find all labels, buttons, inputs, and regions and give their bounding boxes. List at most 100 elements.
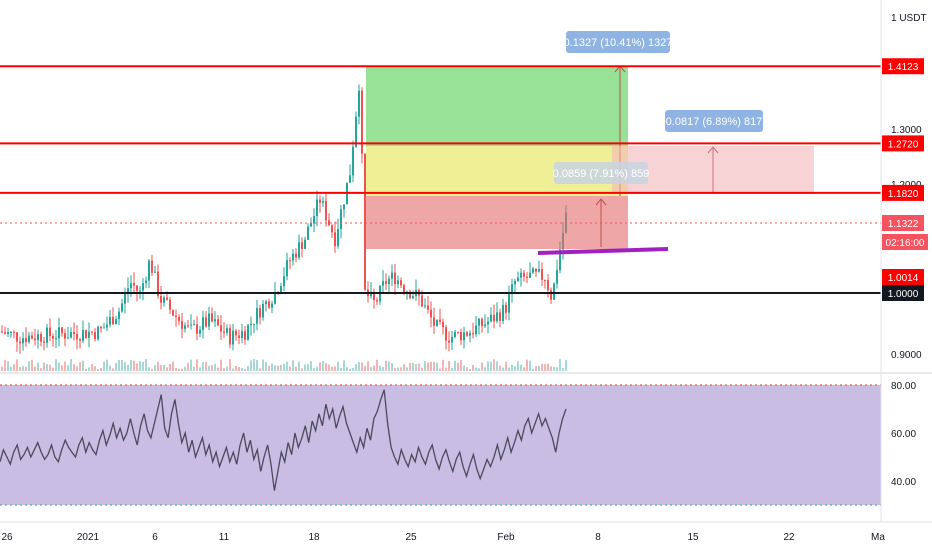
candle-body-155: [466, 332, 468, 336]
volume-bar-103: [310, 361, 312, 371]
candle-body-181: [544, 279, 546, 281]
candle-body-102: [307, 226, 309, 240]
volume-bar-140: [421, 367, 423, 371]
volume-bar-119: [358, 362, 360, 371]
volume-bars: [1, 359, 567, 371]
volume-bar-138: [415, 363, 417, 371]
volume-bar-52: [157, 361, 159, 371]
level-tag-extra: [882, 269, 924, 285]
price-scale-unit: 1 USDT: [891, 13, 927, 24]
volume-bar-40: [121, 360, 123, 371]
level-price-tags: 1.4123 1.2720 1.1820 1.0000: [882, 58, 924, 301]
volume-bar-94: [283, 363, 285, 371]
volume-bar-127: [382, 366, 384, 371]
candle-body-4: [13, 331, 15, 333]
candle-body-89: [268, 301, 270, 308]
volume-bar-41: [124, 362, 126, 371]
volume-bar-67: [202, 361, 204, 371]
candle-body-123: [370, 291, 372, 297]
level-tag-extra-text: 1.0014: [888, 273, 919, 284]
candle-body-47: [142, 283, 144, 291]
volume-bar-77: [232, 368, 234, 371]
candle-body-93: [280, 286, 282, 294]
target-zone-green[interactable]: [366, 66, 628, 146]
volume-bar-29: [88, 367, 90, 371]
volume-bar-188: [565, 360, 567, 371]
candle-body-101: [304, 239, 306, 249]
current-price-tag-text: 1.1322: [888, 219, 919, 230]
volume-bar-80: [241, 368, 243, 371]
time-axis-labels: 26 2021 6 11 18 25 Feb 8 15 22 Ma: [1, 532, 885, 543]
volume-bar-79: [238, 366, 240, 371]
volume-bar-157: [472, 364, 474, 371]
candle-body-74: [223, 331, 225, 333]
volume-bar-4: [13, 364, 15, 371]
candle-body-177: [532, 268, 534, 273]
candle-body-63: [190, 324, 192, 326]
volume-bar-111: [334, 366, 336, 371]
volume-bar-66: [199, 367, 201, 371]
horizontal-levels: [0, 65, 881, 294]
candle-body-23: [70, 332, 72, 338]
candle-body-120: [361, 90, 363, 154]
candle-body-79: [238, 335, 240, 338]
candle-body-172: [517, 277, 519, 281]
volume-bar-63: [190, 359, 192, 371]
volume-bar-2: [7, 361, 9, 371]
candle-body-136: [409, 291, 411, 299]
time-label-2: 6: [152, 532, 158, 543]
volume-bar-155: [466, 367, 468, 371]
candle-body-153: [460, 332, 462, 341]
candle-body-52: [157, 271, 159, 297]
volume-bar-64: [193, 366, 195, 371]
volume-bar-186: [559, 359, 561, 371]
candle-body-86: [259, 308, 261, 318]
candle-body-66: [199, 329, 201, 334]
level-tag-2: [882, 184, 924, 201]
volume-bar-71: [214, 363, 216, 371]
volume-bar-143: [430, 361, 432, 371]
volume-bar-24: [73, 364, 75, 371]
volume-bar-28: [85, 368, 87, 371]
volume-bar-97: [292, 360, 294, 371]
volume-bar-176: [529, 360, 531, 371]
candle-body-143: [430, 309, 432, 318]
volume-bar-99: [298, 361, 300, 371]
candle-body-165: [496, 312, 498, 322]
candle-body-145: [436, 319, 438, 326]
volume-bar-121: [364, 365, 366, 371]
candle-body-104: [313, 216, 315, 224]
candle-body-91: [274, 292, 276, 304]
candle-body-54: [163, 297, 165, 303]
candle-body-43: [130, 283, 132, 289]
volume-bar-125: [376, 359, 378, 371]
level-tag-text-1: 1.2720: [888, 139, 919, 150]
time-label-5: 25: [405, 532, 417, 543]
current-price-tag: [882, 215, 924, 231]
candle-body-149: [448, 340, 450, 343]
candle-body-168: [505, 304, 507, 313]
candle-body-72: [217, 319, 219, 326]
volume-bar-55: [166, 367, 168, 371]
volume-bar-57: [172, 361, 174, 371]
volume-bar-145: [436, 362, 438, 371]
volume-bar-84: [253, 359, 255, 371]
volume-bar-160: [481, 362, 483, 371]
candle-body-10: [31, 335, 33, 339]
volume-bar-120: [361, 362, 363, 371]
candle-body-185: [556, 270, 558, 284]
candle-body-56: [169, 299, 171, 310]
candle-body-99: [298, 242, 300, 258]
price-tick-3: 0.9000: [891, 350, 922, 361]
volume-bar-168: [505, 361, 507, 371]
candle-body-103: [310, 223, 312, 227]
candle-body-39: [118, 311, 120, 320]
volume-bar-171: [514, 366, 516, 371]
volume-bar-108: [325, 363, 327, 371]
candle-body-163: [490, 314, 492, 322]
volume-bar-126: [379, 365, 381, 371]
candle-body-160: [481, 318, 483, 327]
candle-body-5: [16, 332, 18, 342]
purple-trendline[interactable]: [537, 247, 669, 255]
